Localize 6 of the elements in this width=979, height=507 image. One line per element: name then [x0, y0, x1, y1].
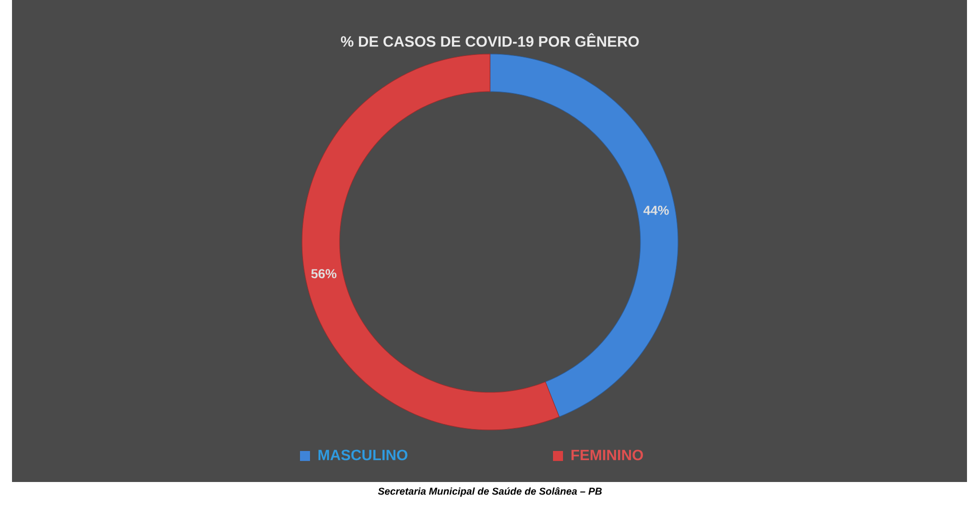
legend-label: MASCULINO	[318, 450, 408, 460]
chart-title: % DE CASOS DE COVID-19 POR GÊNERO	[340, 33, 639, 47]
data-label: 44%	[643, 206, 669, 215]
data-label: 56%	[311, 269, 336, 278]
legend-label: FEMININO	[572, 450, 643, 460]
text: Secretaria Municipal de Saúde de Solânea – PB	[378, 487, 602, 497]
